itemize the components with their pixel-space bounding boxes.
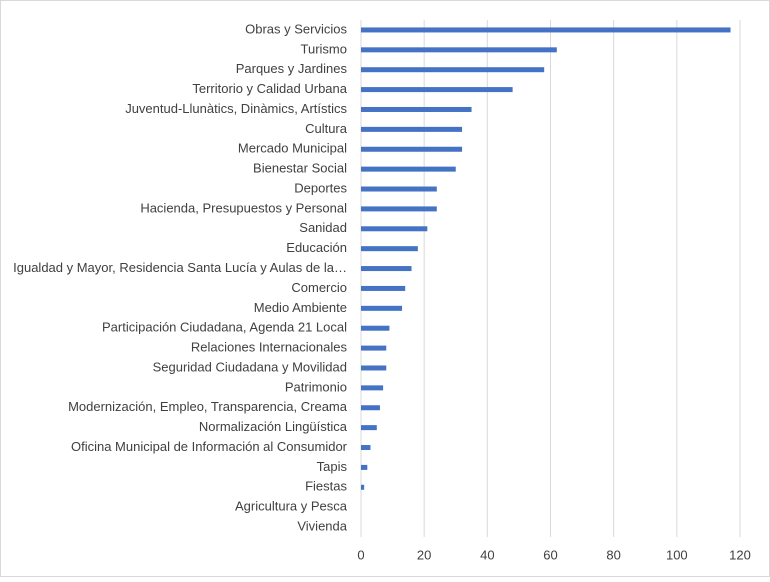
y-tick-label: Obras y Servicios [245,21,347,36]
bar [361,285,406,291]
y-tick-label: Turismo [301,41,347,56]
bar [361,246,418,252]
y-tick-label: Seguridad Ciudadana y Movilidad [153,359,347,374]
y-tick-label: Fiestas [305,479,347,494]
y-tick-label: Agricultura y Pesca [235,499,348,514]
y-tick-label: Territorio y Calidad Urbana [192,81,347,96]
x-tick-label: 60 [543,547,557,562]
bar [361,166,456,172]
x-tick-label: 0 [357,547,364,562]
y-tick-label: Mercado Municipal [238,141,347,156]
bar [361,484,365,490]
x-tick-label: 40 [480,547,494,562]
bar [361,345,387,351]
bar [361,47,557,53]
x-tick-label: 20 [417,547,431,562]
y-tick-label: Modernización, Empleo, Transparencia, Cr… [68,399,348,414]
bar [361,445,371,451]
y-tick-label: Tapis [317,459,348,474]
y-tick-label: Relaciones Internacionales [191,340,348,355]
y-tick-label: Deportes [294,180,347,195]
bar [361,365,387,371]
bar [361,325,390,331]
bar [361,87,513,93]
bar [361,126,463,132]
y-tick-label: Medio Ambiente [254,300,347,315]
y-tick-label: Normalización Lingüística [199,419,348,434]
bar [361,385,384,391]
bar [361,226,428,232]
bar [361,146,463,152]
bar [361,106,472,112]
x-tick-label: 120 [729,547,751,562]
bar [361,27,731,33]
y-tick-label: Hacienda, Presupuestos y Personal [140,200,347,215]
y-tick-label: Oficina Municipal de Información al Cons… [71,439,348,454]
x-tick-label: 100 [666,547,688,562]
bar [361,67,545,73]
y-tick-label: Cultura [305,121,348,136]
x-tick-label: 80 [606,547,620,562]
bar [361,186,437,192]
y-tick-label: Vivienda [297,518,347,533]
y-tick-label: Bienestar Social [253,161,347,176]
y-tick-label: Parques y Jardines [236,61,348,76]
y-tick-label: Sanidad [299,220,347,235]
bar [361,405,380,411]
y-tick-label: Juventud-Llunàtics, Dinàmics, Artístics [125,101,347,116]
bar [361,305,403,311]
y-tick-label: Educación [286,240,347,255]
y-tick-label: Patrimonio [285,379,347,394]
y-tick-label: Igualdad y Mayor, Residencia Santa Lucía… [13,260,347,275]
y-tick-label: Participación Ciudadana, Agenda 21 Local [102,320,347,335]
bar [361,206,437,212]
bar [361,425,377,431]
bar [361,464,368,470]
y-tick-label: Comercio [291,280,347,295]
bar [361,266,412,272]
